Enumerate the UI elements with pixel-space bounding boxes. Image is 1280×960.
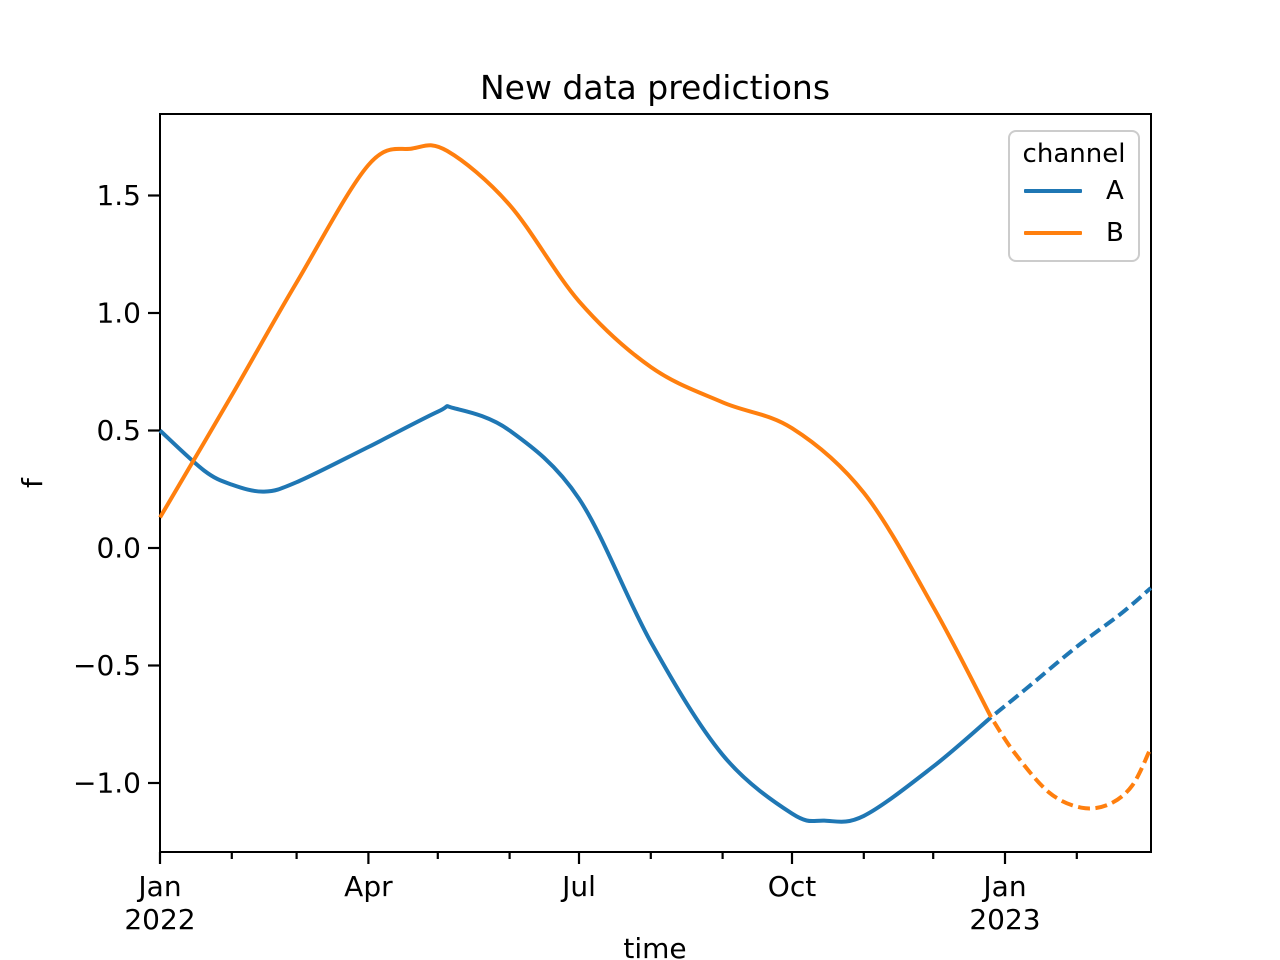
- y-tick-label: −0.5: [73, 649, 141, 682]
- chart-title: New data predictions: [480, 68, 830, 107]
- x-tick-label: Jan: [981, 870, 1026, 903]
- legend-entry-a: A: [1010, 170, 1138, 212]
- legend-entry-a-label: A: [1106, 176, 1124, 206]
- x-tick-year-label: 2023: [969, 903, 1040, 936]
- x-tick-label: Oct: [768, 870, 816, 903]
- series-line-a-forecast: [989, 586, 1153, 719]
- x-tick-label: Jul: [560, 870, 596, 903]
- legend-title: channel: [1022, 139, 1126, 169]
- x-axis-label: time: [623, 932, 686, 960]
- legend: channel A B: [1008, 130, 1140, 262]
- y-axis-label: f: [16, 477, 49, 488]
- legend-line-sample-a: [1024, 189, 1082, 193]
- y-tick-label: 0.0: [96, 532, 141, 565]
- series-line-b-forecast: [989, 716, 1153, 811]
- x-tick-year-label: 2022: [124, 903, 195, 936]
- legend-entry-b-label: B: [1106, 218, 1124, 248]
- y-tick-label: 0.5: [96, 414, 141, 447]
- x-tick-label: Jan: [136, 870, 181, 903]
- legend-entry-b: B: [1010, 212, 1138, 254]
- x-tick-label: Apr: [344, 870, 393, 903]
- y-axis-ticks: 1.5 1.0 0.5 0.0 −0.5 −1.0: [73, 179, 160, 800]
- plot-border: [159, 113, 1152, 853]
- series-line-b: [158, 143, 993, 719]
- y-tick-label: −1.0: [73, 767, 141, 800]
- legend-line-sample-b: [1024, 231, 1082, 235]
- series-line-a: [158, 404, 993, 824]
- y-tick-label: 1.5: [96, 179, 141, 212]
- y-tick-label: 1.0: [96, 297, 141, 330]
- series-lines: [158, 143, 1153, 824]
